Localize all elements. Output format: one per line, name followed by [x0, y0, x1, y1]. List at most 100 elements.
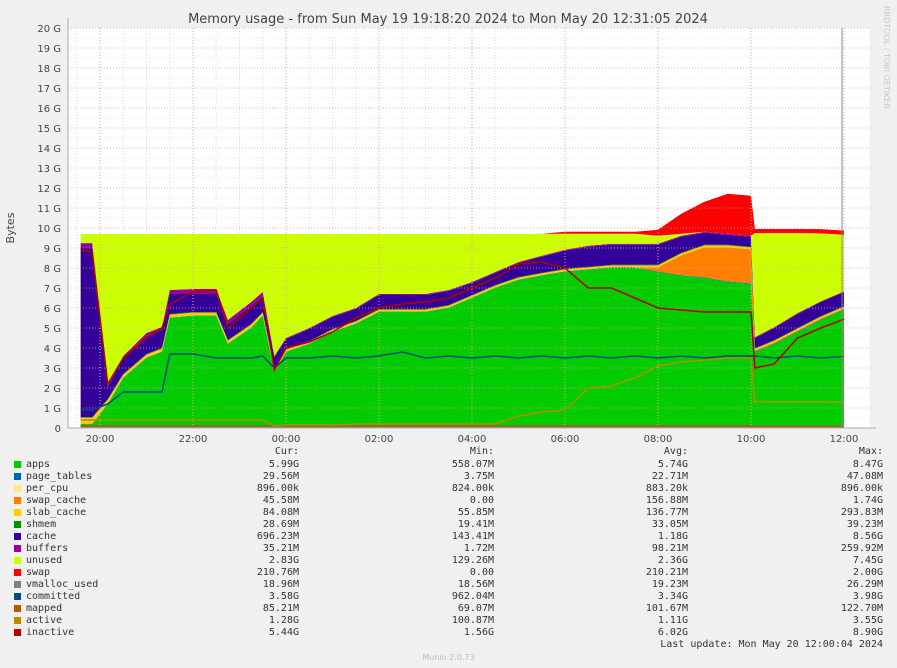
legend-cur: 696.23M — [256, 531, 299, 542]
legend-min: 0.00 — [469, 495, 494, 506]
legend-min: 1.56G — [463, 627, 494, 638]
legend-row-per_cpu: per_cpu 896.00k 824.00k 883.20k 896.00k — [0, 483, 897, 495]
legend-label: active — [26, 615, 63, 626]
y-tick-label: 17 G — [37, 84, 61, 95]
legend-swatch — [14, 557, 21, 564]
legend-row-mapped: mapped 85.21M 69.07M 101.67M 122.70M — [0, 603, 897, 615]
legend-min: 0.00 — [469, 567, 494, 578]
legend-header: Cur: Min: Avg: Max: — [0, 446, 897, 458]
legend-cur: 84.08M — [262, 507, 299, 518]
legend-label: shmem — [26, 519, 57, 530]
legend-max: 1.74G — [852, 495, 883, 506]
x-tick-label: 10:00 — [737, 434, 766, 445]
legend-cur: 896.00k — [256, 483, 299, 494]
y-tick-label: 3 G — [44, 364, 61, 375]
legend-avg: 156.88M — [645, 495, 688, 506]
munin-version: Munin 2.0.73 — [422, 653, 475, 662]
legend-label: swap — [26, 567, 51, 578]
legend-cur: 5.44G — [268, 627, 299, 638]
legend-cur: 2.83G — [268, 555, 299, 566]
legend-row-active: active 1.28G 100.87M 1.11G 3.55G — [0, 615, 897, 627]
legend-max: 2.00G — [852, 567, 883, 578]
legend-max: 39.23M — [846, 519, 883, 530]
legend-label: page_tables — [26, 471, 93, 482]
y-tick-label: 5 G — [44, 324, 61, 335]
legend-avg: 22.71M — [651, 471, 688, 482]
legend-max: 259.92M — [840, 543, 883, 554]
legend-cur: 210.76M — [256, 567, 299, 578]
y-tick-label: 20 G — [37, 24, 61, 35]
legend-avg: 3.34G — [657, 591, 688, 602]
legend-label: apps — [26, 459, 51, 470]
y-tick-label: 7 G — [44, 284, 61, 295]
legend-avg: 5.74G — [657, 459, 688, 470]
y-tick-label: 0 — [55, 424, 61, 435]
legend-avg: 136.77M — [645, 507, 688, 518]
legend-swatch — [14, 473, 21, 480]
legend-max: 293.83M — [840, 507, 883, 518]
legend-min: 3.75M — [463, 471, 494, 482]
y-tick-label: 19 G — [37, 44, 61, 55]
legend-max: 122.70M — [840, 603, 883, 614]
y-tick-label: 2 G — [44, 384, 61, 395]
y-tick-label: 16 G — [37, 104, 61, 115]
legend-swatch — [14, 569, 21, 576]
legend-max: 8.56G — [852, 531, 883, 542]
legend-max: 8.90G — [852, 627, 883, 638]
col-avg: Avg: — [663, 446, 688, 457]
legend-max: 8.47G — [852, 459, 883, 470]
area-swap — [80, 193, 844, 236]
legend-avg: 2.36G — [657, 555, 688, 566]
y-tick-label: 4 G — [44, 344, 61, 355]
x-tick-label: 12:00 — [830, 434, 859, 445]
legend-row-buffers: buffers 35.21M 1.72M 98.21M 259.92M — [0, 543, 897, 555]
legend-min: 18.56M — [457, 579, 494, 590]
col-max: Max: — [858, 446, 883, 457]
line-committed — [80, 351, 845, 411]
legend-min: 69.07M — [457, 603, 494, 614]
legend-avg: 883.20k — [645, 483, 688, 494]
legend-swatch — [14, 533, 21, 540]
legend-min: 558.07M — [451, 459, 494, 470]
legend-row-vmalloc_used: vmalloc_used 18.96M 18.56M 19.23M 26.29M — [0, 579, 897, 591]
y-tick-label: 15 G — [37, 124, 61, 135]
legend-min: 19.41M — [457, 519, 494, 530]
legend-swatch — [14, 521, 21, 528]
legend-cur: 28.69M — [262, 519, 299, 530]
legend-row-committed: committed 3.58G 962.04M 3.34G 3.98G — [0, 591, 897, 603]
y-tick-label: 11 G — [37, 204, 61, 215]
legend-swatch — [14, 593, 21, 600]
legend-swatch — [14, 629, 21, 636]
line-active — [80, 357, 845, 427]
legend-cur: 1.28G — [268, 615, 299, 626]
legend-min: 1.72M — [463, 543, 494, 554]
legend-min: 100.87M — [451, 615, 494, 626]
x-tick-label: 00:00 — [272, 434, 301, 445]
y-tick-label: 1 G — [44, 404, 61, 415]
legend-row-swap_cache: swap_cache 45.58M 0.00 156.88M 1.74G — [0, 495, 897, 507]
legend-min: 824.00k — [451, 483, 494, 494]
x-tick-label: 06:00 — [551, 434, 580, 445]
legend-cur: 35.21M — [262, 543, 299, 554]
legend-swatch — [14, 605, 21, 612]
y-tick-label: 13 G — [37, 164, 61, 175]
legend-avg: 33.05M — [651, 519, 688, 530]
legend-cur: 5.99G — [268, 459, 299, 470]
legend-avg: 1.18G — [657, 531, 688, 542]
legend-label: cache — [26, 531, 57, 542]
legend-label: swap_cache — [26, 495, 87, 506]
legend-max: 47.08M — [846, 471, 883, 482]
legend-label: unused — [26, 555, 63, 566]
memory-chart: 0 1 G 2 G 3 G 4 G 5 G 6 G 7 G 8 G 9 G 10 G 11 G 12 G… — [4, 6, 891, 445]
area-cache — [80, 232, 844, 418]
line-inactive — [80, 249, 845, 387]
legend-label: committed — [26, 591, 81, 602]
legend-avg: 210.21M — [645, 567, 688, 578]
legend-min: 55.85M — [457, 507, 494, 518]
legend-label: slab_cache — [26, 507, 87, 518]
legend-min: 962.04M — [451, 591, 494, 602]
legend-label: vmalloc_used — [26, 579, 99, 590]
legend-row-apps: apps 5.99G 558.07M 5.74G 8.47G — [0, 459, 897, 471]
legend-avg: 101.67M — [645, 603, 688, 614]
legend-row-unused: unused 2.83G 129.26M 2.36G 7.45G — [0, 555, 897, 567]
